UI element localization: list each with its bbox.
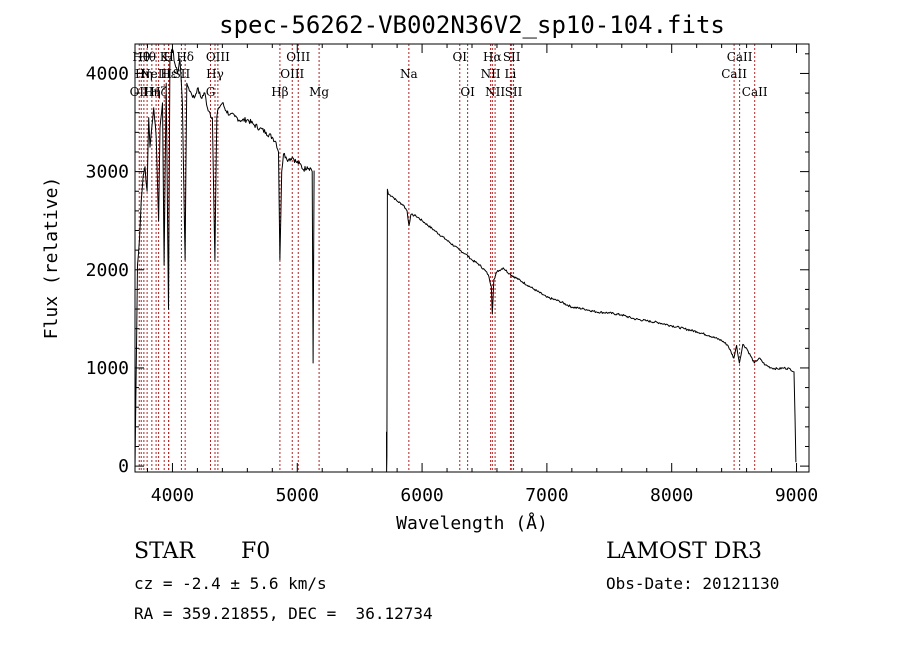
line-marker-label: NII [481, 67, 501, 81]
line-marker-label: Hθ [138, 50, 156, 64]
spectrum-line [386, 188, 797, 473]
plot-frame [134, 43, 810, 473]
line-marker-label: OIII [206, 50, 230, 64]
line-marker-label: NeIII [140, 67, 172, 81]
x-tick-label: 6000 [400, 485, 443, 506]
line-marker-label: H [163, 50, 173, 64]
line-marker-label: Li [505, 67, 517, 81]
obs-date-text: Obs-Date: 20121130 [606, 574, 780, 593]
line-marker-label: Hδ [176, 50, 194, 64]
line-marker-label: OI [460, 85, 475, 99]
survey-label: LAMOST DR3 [606, 539, 762, 564]
line-marker-label: Hζ [150, 85, 167, 99]
line-marker-label: G [206, 85, 216, 99]
line-marker-label: CaII [727, 50, 753, 64]
line-marker-label: NII [485, 85, 505, 99]
spectrum-line [134, 48, 315, 470]
line-marker-label: CaII [721, 67, 747, 81]
line-marker-label: Hγ [206, 67, 224, 81]
line-marker-label: Hη [135, 67, 153, 81]
line-marker-label: OI [452, 50, 467, 64]
line-marker-label: Hη [143, 85, 161, 99]
y-tick-label: 4000 [86, 63, 129, 84]
x-tick-label: 8000 [650, 485, 693, 506]
x-tick-label: 4000 [151, 485, 194, 506]
line-marker-label: K [160, 50, 170, 64]
line-marker-label: OIII [286, 50, 310, 64]
line-marker-label: Na [400, 67, 418, 81]
y-axis-label: Flux (relative) [41, 177, 62, 340]
axis-tick-labels: 4000 5000 6000 7000 8000 9000 0 1000 2000 3000 400… [86, 63, 819, 506]
y-tick-label: 0 [118, 456, 129, 477]
class-label: STAR [134, 539, 195, 564]
redshift-text: cz = -2.4 ± 5.6 km/s [134, 574, 327, 593]
line-marker-label: OIII [280, 67, 304, 81]
line-marker-labels: OIIHθHηHθHηNeIIIHζKHHεSIIHδGHγOIIIHβOIII… [130, 50, 768, 99]
y-tick-label: 1000 [86, 358, 129, 379]
line-marker-label: Hβ [271, 85, 288, 99]
chart-title: spec-56262-VB002N36V2_sp10-104.fits [219, 11, 725, 39]
coordinates-text: RA = 359.21855, DEC = 36.12734 [134, 604, 433, 623]
spectrum-series [134, 48, 797, 473]
line-marker-label: SII [505, 85, 523, 99]
x-axis-label: Wavelength (Å) [396, 512, 548, 534]
y-tick-label: 2000 [86, 260, 129, 281]
line-marker-label: Mg [309, 85, 329, 99]
line-marker-label: CaII [742, 85, 768, 99]
line-marker-label: OII [130, 85, 150, 99]
line-marker-label: SII [503, 50, 521, 64]
y-tick-label: 3000 [86, 162, 129, 183]
x-tick-label: 7000 [525, 485, 568, 506]
line-marker-label: Hε [160, 67, 177, 81]
x-tick-label: 9000 [775, 485, 818, 506]
line-markers [138, 44, 756, 472]
x-tick-label: 5000 [276, 485, 319, 506]
subclass-label: F0 [241, 539, 271, 564]
line-marker-label: Hα [483, 50, 502, 64]
axis-ticks [135, 44, 809, 472]
